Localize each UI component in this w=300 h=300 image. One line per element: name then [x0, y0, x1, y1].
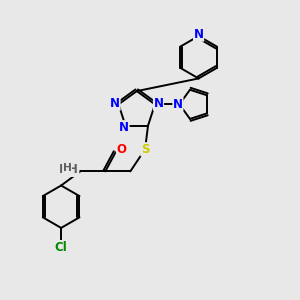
Text: S: S — [141, 143, 149, 156]
Text: N: N — [119, 121, 129, 134]
Text: NH: NH — [59, 164, 79, 176]
Text: N: N — [173, 98, 183, 111]
Text: Cl: Cl — [55, 241, 68, 254]
Text: O: O — [116, 143, 127, 156]
Text: N: N — [110, 97, 120, 110]
Text: N: N — [154, 97, 164, 110]
Text: H: H — [63, 163, 71, 173]
Text: N: N — [194, 28, 204, 41]
